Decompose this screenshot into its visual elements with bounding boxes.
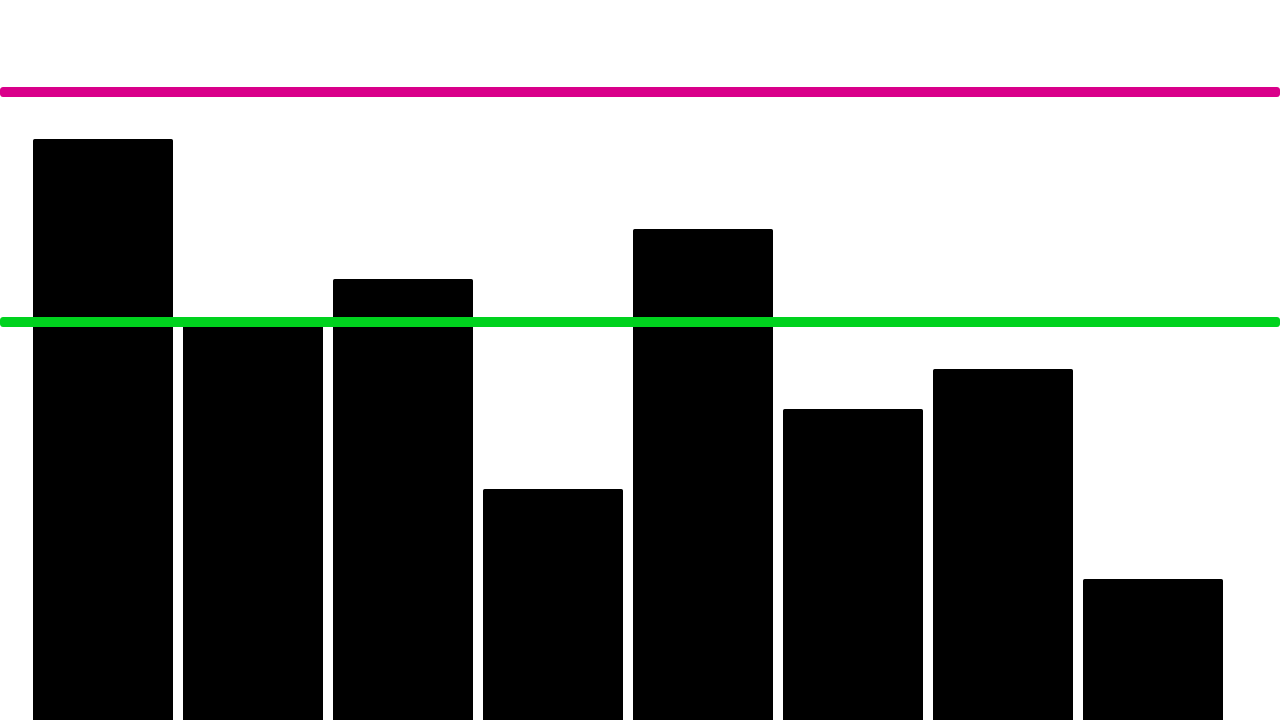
reference-line <box>0 317 1280 327</box>
bar <box>1083 579 1223 720</box>
bar <box>483 489 623 720</box>
bar <box>183 320 323 720</box>
bar <box>33 139 173 720</box>
reference-line <box>0 87 1280 97</box>
bar <box>633 229 773 720</box>
bar <box>933 369 1073 720</box>
bar <box>783 409 923 720</box>
bar <box>333 279 473 720</box>
